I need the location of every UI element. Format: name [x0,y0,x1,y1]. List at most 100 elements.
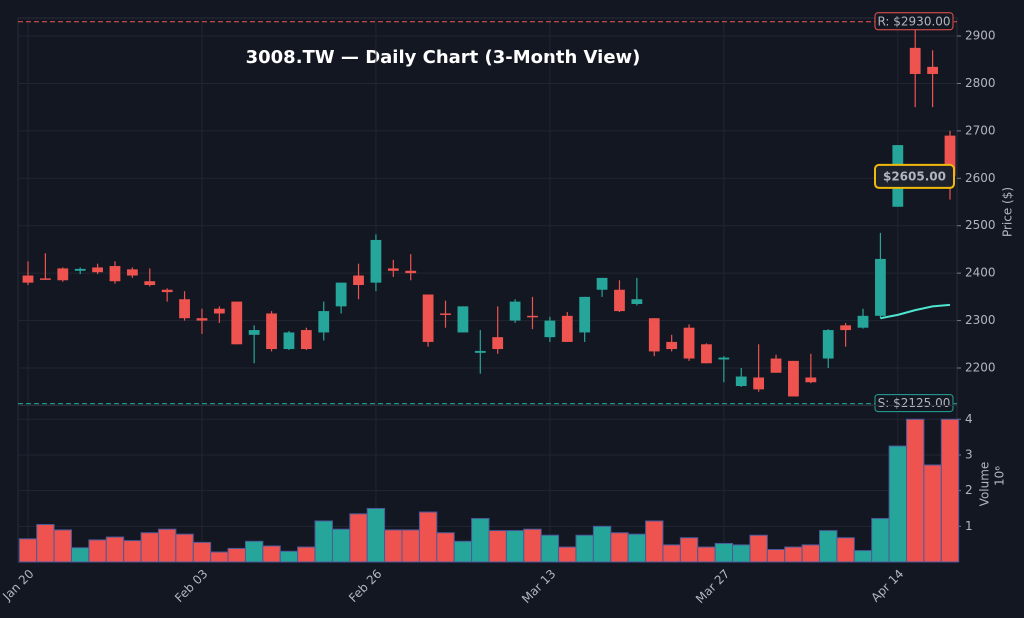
volume-tick-label: 1 [965,519,973,533]
candle-body [561,315,573,342]
volume-bar [436,532,455,563]
candle [735,368,747,387]
volume-bar [349,513,368,563]
candle [579,296,591,342]
candle-body [474,350,486,353]
volume-bar [140,532,159,563]
moving-average-line [880,303,951,320]
volume-bar [714,542,734,563]
candle [527,296,538,330]
candle-body [283,332,295,350]
volume-bar [610,532,629,563]
candle-body [126,269,138,276]
volume-bar [279,550,299,563]
candle [231,301,243,345]
candle [57,267,69,282]
volume-bar [558,546,577,563]
candle [544,316,556,342]
volume-bar [662,544,681,563]
candle [666,334,678,352]
volume-bar [749,534,768,563]
price-label: $2605.00 [883,169,946,183]
candle [300,327,312,350]
volume-bar [244,540,264,563]
candle-body [683,327,695,359]
candle-body [840,325,852,331]
y-tick-label: 2300 [965,313,996,327]
candle [92,263,103,275]
candle [770,354,782,373]
volume-bar [575,534,594,563]
candle [492,306,504,354]
y-tick-label: 2600 [965,171,996,185]
candle [805,353,817,384]
candle-body [544,320,556,338]
candle-body [213,308,225,314]
candle-body [231,301,243,345]
volume-tick-label: 4 [965,412,973,426]
candle [788,360,799,397]
candle-body [457,306,469,333]
candle-body [318,311,330,333]
candle-body [57,268,69,281]
candle-body [92,267,103,273]
candle-body [701,344,712,364]
candle [266,311,277,352]
candle [440,300,451,328]
candle-body [927,66,938,74]
candle [457,306,469,333]
candle-body [509,301,521,321]
y-tick-label: 2700 [965,123,996,137]
y-tick-label: 2900 [965,29,996,43]
volume-bar [453,540,473,563]
volume-axis-label: Volume [978,462,992,507]
candle [405,254,417,281]
candle-body [648,318,660,352]
level-label: S: $2125.00 [878,396,951,410]
price-label-box [874,163,955,189]
candle [370,234,382,292]
volume-bar [853,550,873,563]
volume-bar [70,547,90,563]
candle [909,19,921,108]
candle-body [875,258,886,316]
volume-bar [471,517,490,563]
candle-body [822,330,834,359]
candle [648,318,660,357]
volume-bar [210,551,229,563]
volume-bar [488,530,507,563]
candle [631,277,643,306]
candle-body [857,315,869,328]
candle [840,322,852,347]
candle [248,325,260,364]
candle-body [387,268,399,271]
volume-bar [297,546,316,563]
candle [353,263,364,300]
candle-body [144,281,156,286]
candle-body [422,294,434,342]
candle-body [196,318,208,321]
y-tick-label: 2800 [965,76,996,90]
candle-body [718,357,730,360]
candle [40,253,51,280]
volume-bar [697,546,716,563]
y-tick-label: 2200 [965,361,996,375]
candle-body [74,268,86,271]
candle-body [405,270,417,274]
level-label: R: $2930.00 [877,14,950,28]
candle [875,232,886,319]
volume-bar [645,520,664,563]
chart-title: 3008.TW — Daily Chart (3-Month View) [246,47,641,68]
candle [822,329,834,369]
volume-bar [871,517,890,563]
candle-body [788,360,799,397]
candle [927,50,938,108]
candle [683,324,695,361]
volume-bar [940,418,960,563]
volume-bar [801,544,821,563]
candle [213,306,225,323]
y-axis-label: Price ($) [1001,187,1015,237]
volume-bar [505,530,525,563]
candle-body [909,47,921,74]
candle [474,330,486,374]
